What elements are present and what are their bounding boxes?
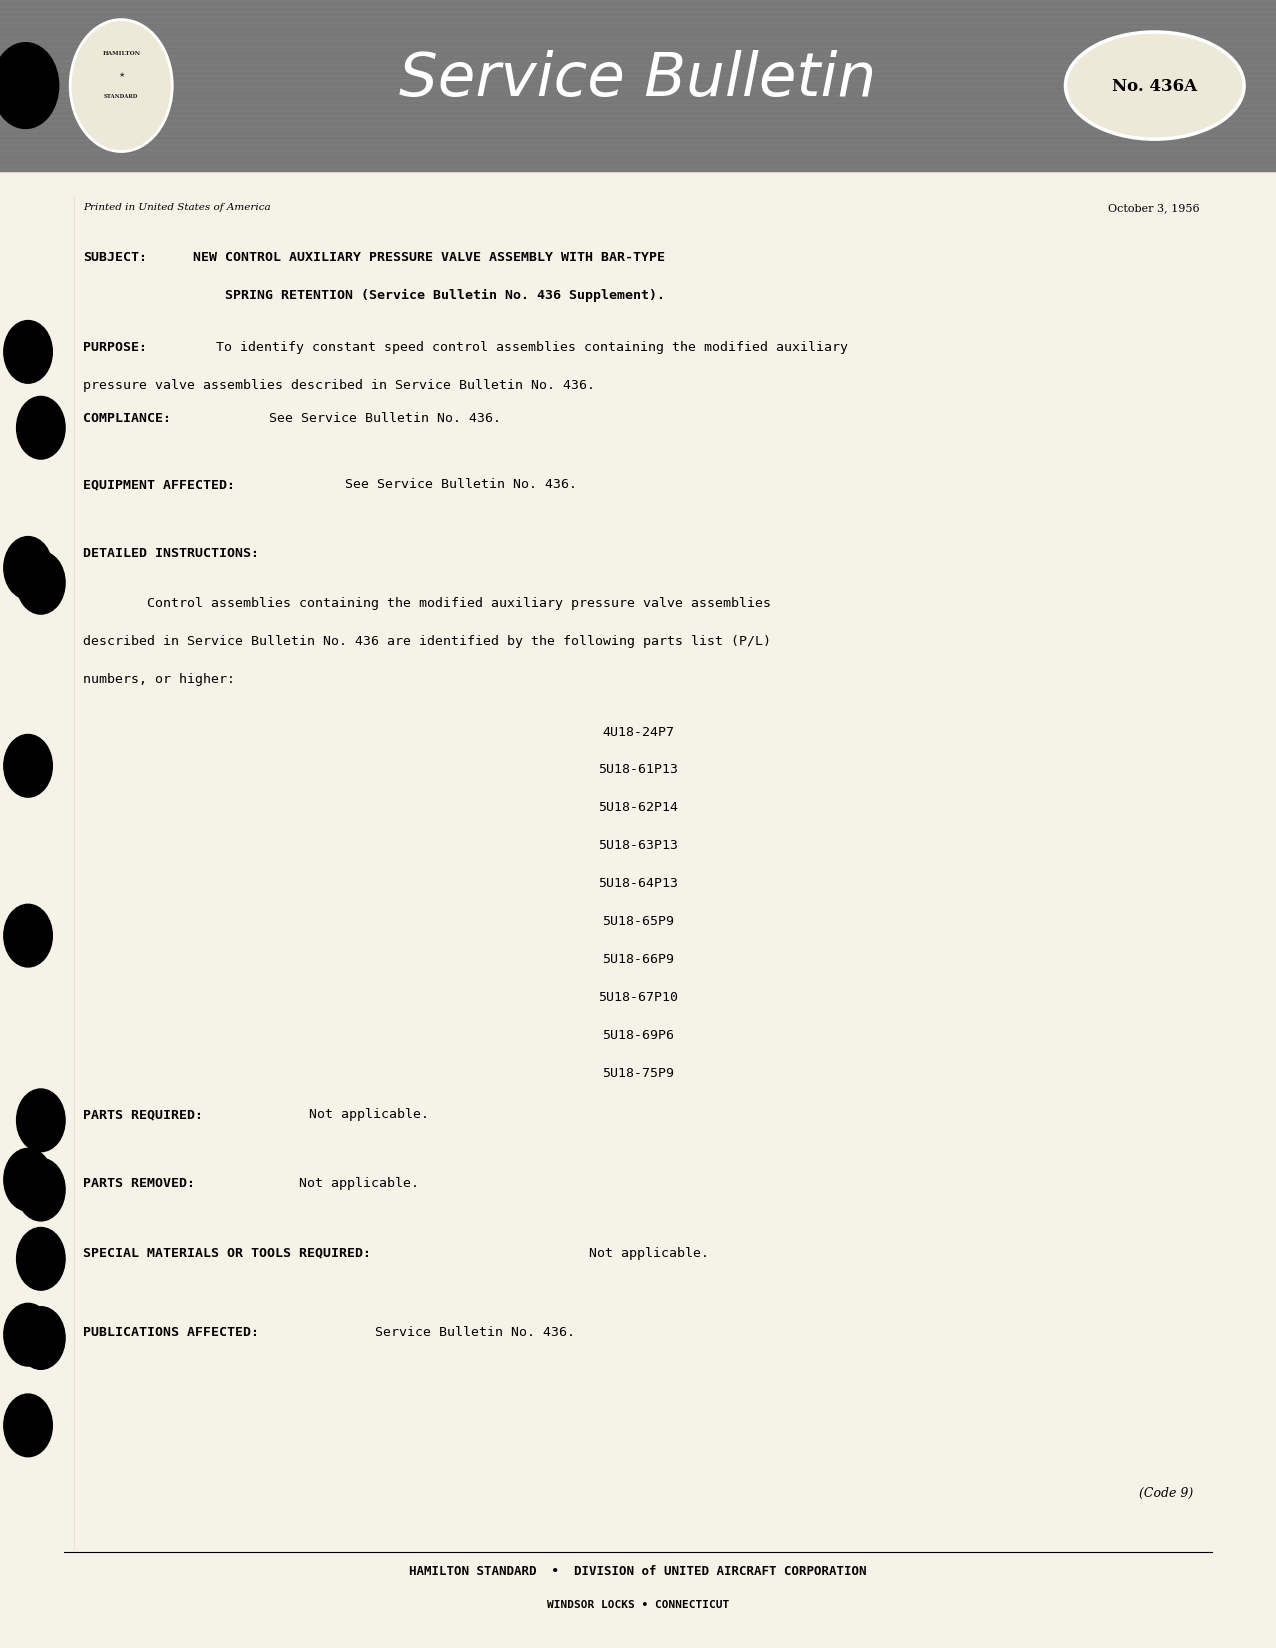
Text: DETAILED INSTRUCTIONS:: DETAILED INSTRUCTIONS:: [83, 547, 259, 560]
Circle shape: [4, 735, 52, 798]
Text: STANDARD: STANDARD: [105, 94, 138, 99]
Text: NEW CONTROL AUXILIARY PRESSURE VALVE ASSEMBLY WITH BAR-TYPE: NEW CONTROL AUXILIARY PRESSURE VALVE ASS…: [193, 250, 665, 264]
Text: No. 436A: No. 436A: [1113, 77, 1197, 96]
Circle shape: [17, 1307, 65, 1369]
Circle shape: [4, 905, 52, 967]
Text: 5U18-67P10: 5U18-67P10: [598, 990, 678, 1004]
Circle shape: [0, 44, 59, 130]
Text: 5U18-64P13: 5U18-64P13: [598, 877, 678, 890]
Text: pressure valve assemblies described in Service Bulletin No. 436.: pressure valve assemblies described in S…: [83, 379, 595, 392]
Text: October 3, 1956: October 3, 1956: [1108, 203, 1199, 213]
Text: SPECIAL MATERIALS OR TOOLS REQUIRED:: SPECIAL MATERIALS OR TOOLS REQUIRED:: [83, 1246, 371, 1259]
Text: 5U18-62P14: 5U18-62P14: [598, 801, 678, 814]
Circle shape: [17, 1159, 65, 1221]
Circle shape: [4, 537, 52, 600]
Text: 5U18-66P9: 5U18-66P9: [602, 953, 674, 966]
Text: (Code 9): (Code 9): [1138, 1486, 1193, 1500]
Text: Not applicable.: Not applicable.: [283, 1177, 420, 1190]
Text: numbers, or higher:: numbers, or higher:: [83, 672, 235, 686]
Text: Service Bulletin No. 436.: Service Bulletin No. 436.: [359, 1325, 574, 1338]
Circle shape: [4, 1394, 52, 1457]
Circle shape: [17, 552, 65, 615]
Text: 5U18-75P9: 5U18-75P9: [602, 1066, 674, 1079]
Text: WINDSOR LOCKS • CONNECTICUT: WINDSOR LOCKS • CONNECTICUT: [547, 1599, 729, 1608]
Text: described in Service Bulletin No. 436 are identified by the following parts list: described in Service Bulletin No. 436 ar…: [83, 634, 771, 648]
Circle shape: [4, 1304, 52, 1366]
Text: Service Bulletin: Service Bulletin: [399, 51, 877, 109]
Text: To identify constant speed control assemblies containing the modified auxiliary: To identify constant speed control assem…: [208, 341, 849, 354]
Text: PURPOSE:: PURPOSE:: [83, 341, 147, 354]
Text: 5U18-65P9: 5U18-65P9: [602, 915, 674, 928]
Text: HAMILTON STANDARD  •  DIVISION of UNITED AIRCRAFT CORPORATION: HAMILTON STANDARD • DIVISION of UNITED A…: [410, 1564, 866, 1577]
Circle shape: [17, 1089, 65, 1152]
Circle shape: [70, 21, 172, 153]
Text: See Service Bulletin No. 436.: See Service Bulletin No. 436.: [329, 478, 577, 491]
Text: PARTS REMOVED:: PARTS REMOVED:: [83, 1177, 195, 1190]
Text: 5U18-61P13: 5U18-61P13: [598, 763, 678, 776]
Text: Printed in United States of America: Printed in United States of America: [83, 203, 271, 211]
Circle shape: [17, 1228, 65, 1290]
Text: Control assemblies containing the modified auxiliary pressure valve assemblies: Control assemblies containing the modifi…: [83, 597, 771, 610]
Bar: [0, 0, 1276, 173]
Text: PUBLICATIONS AFFECTED:: PUBLICATIONS AFFECTED:: [83, 1325, 259, 1338]
Circle shape: [4, 1149, 52, 1211]
Text: 4U18-24P7: 4U18-24P7: [602, 725, 674, 738]
Text: EQUIPMENT AFFECTED:: EQUIPMENT AFFECTED:: [83, 478, 235, 491]
Text: 5U18-69P6: 5U18-69P6: [602, 1028, 674, 1042]
Circle shape: [4, 321, 52, 384]
Text: ★: ★: [119, 73, 124, 77]
Text: SUBJECT:: SUBJECT:: [83, 250, 147, 264]
Text: PARTS REQUIRED:: PARTS REQUIRED:: [83, 1107, 203, 1121]
Text: Not applicable.: Not applicable.: [293, 1107, 430, 1121]
Text: 5U18-63P13: 5U18-63P13: [598, 839, 678, 852]
Text: COMPLIANCE:: COMPLIANCE:: [83, 412, 171, 425]
Text: See Service Bulletin No. 436.: See Service Bulletin No. 436.: [253, 412, 500, 425]
Circle shape: [17, 397, 65, 460]
Text: HAMILTON: HAMILTON: [102, 51, 140, 56]
Text: Not applicable.: Not applicable.: [573, 1246, 709, 1259]
Text: SPRING RETENTION (Service Bulletin No. 436 Supplement).: SPRING RETENTION (Service Bulletin No. 4…: [193, 288, 665, 302]
Ellipse shape: [1065, 33, 1244, 140]
